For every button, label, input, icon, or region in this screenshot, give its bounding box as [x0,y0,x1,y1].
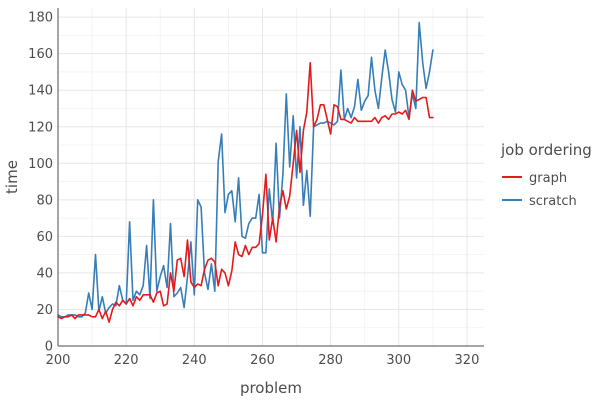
tick-labels: 200 220 240 260 280 300 320 0 20 40 60 80 100 120 140 1… [28,11,479,368]
legend-title: job ordering [500,141,592,159]
x-tick-label: 240 [182,353,207,368]
series-line-graph [57,61,434,324]
y-tick-label: 160 [28,47,53,62]
series-lines [57,21,434,324]
legend-label-graph: graph [529,171,567,186]
y-tick-label: 20 [36,303,53,318]
y-axis-title: time [3,160,21,194]
y-tick-label: 0 [45,340,53,355]
y-tick-label: 100 [28,157,53,172]
x-tick-label: 280 [318,353,343,368]
legend: job ordering graph scratch [500,141,592,209]
x-tick-label: 220 [114,353,139,368]
legend-label-scratch: scratch [529,194,577,209]
y-tick-label: 80 [36,193,53,208]
x-tick-label: 300 [386,353,411,368]
x-axis-title: problem [240,379,302,397]
y-tick-label: 120 [28,120,53,135]
x-tick-label: 200 [46,353,71,368]
series-line-scratch [57,21,434,318]
y-tick-label: 40 [36,266,53,281]
x-tick-label: 320 [455,353,480,368]
y-tick-label: 180 [28,11,53,26]
x-tick-label: 260 [250,353,275,368]
y-tick-label: 60 [36,230,53,245]
axes [57,8,484,347]
y-tick-label: 140 [28,84,53,99]
